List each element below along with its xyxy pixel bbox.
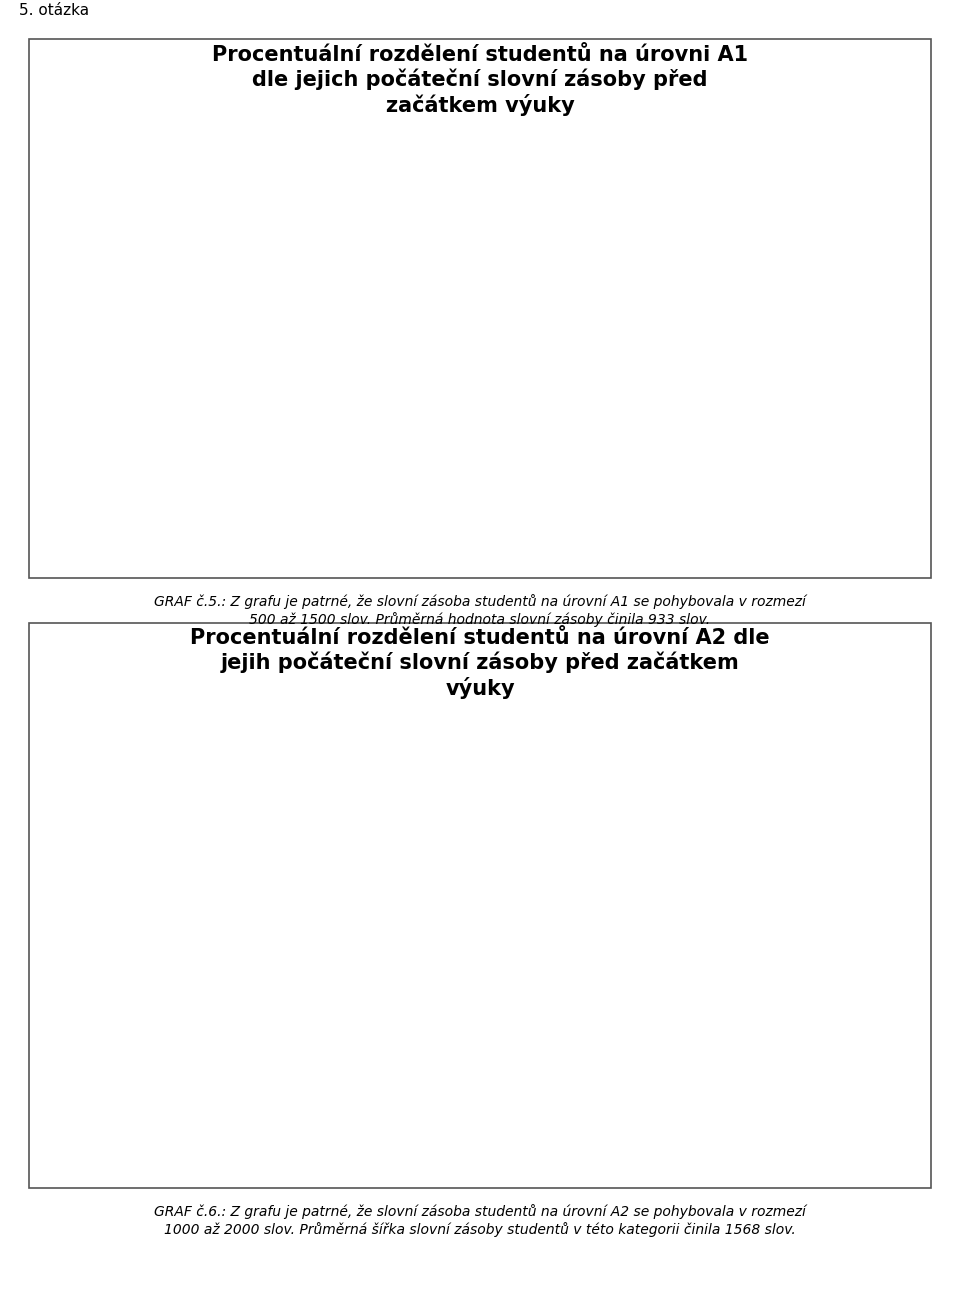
- Text: 6%: 6%: [157, 990, 183, 1006]
- Text: 22%: 22%: [359, 877, 396, 892]
- Text: Procentuální rozdělení studentů na úrovni A1
dle jejich počáteční slovní zásoby : Procentuální rozdělení studentů na úrovn…: [212, 45, 748, 116]
- Wedge shape: [90, 143, 259, 312]
- Text: 17%: 17%: [229, 1029, 266, 1044]
- Wedge shape: [259, 754, 358, 915]
- Text: GRAF č.6.: Z grafu je patrné, že slovní zásoba studentů na úrovní A2 se pohybova: GRAF č.6.: Z grafu je patrné, že slovní …: [154, 1205, 806, 1237]
- Wedge shape: [93, 915, 259, 1006]
- Wedge shape: [90, 312, 259, 393]
- Wedge shape: [160, 915, 331, 1084]
- Wedge shape: [259, 779, 428, 986]
- Text: GRAF č.5.: Z grafu je patrné, že slovní zásoba studentů na úrovní A1 se pohybova: GRAF č.5.: Z grafu je patrné, že slovní …: [154, 594, 806, 627]
- Text: 25%: 25%: [159, 223, 196, 238]
- Text: 17%: 17%: [300, 205, 336, 221]
- Text: 5. otázka: 5. otázka: [19, 3, 89, 18]
- Text: 28%: 28%: [147, 829, 183, 845]
- Wedge shape: [259, 143, 407, 312]
- Wedge shape: [169, 312, 402, 480]
- Text: 8%: 8%: [135, 332, 161, 348]
- Wedge shape: [116, 915, 259, 1051]
- Wedge shape: [259, 230, 428, 402]
- Wedge shape: [111, 312, 259, 454]
- Text: Procentuální rozdělení studentů na úrovní A2 dle
jejih počáteční slovní zásoby p: Procentuální rozdělení studentů na úrovn…: [190, 628, 770, 698]
- Wedge shape: [259, 746, 311, 915]
- Text: 5%: 5%: [301, 800, 327, 814]
- Text: 11%: 11%: [327, 993, 363, 1009]
- Wedge shape: [90, 746, 259, 946]
- Text: 5%: 5%: [265, 788, 291, 802]
- Wedge shape: [259, 915, 412, 1068]
- Text: 17%: 17%: [356, 308, 393, 323]
- Text: 6%: 6%: [133, 953, 159, 967]
- Text: 25%: 25%: [266, 417, 302, 431]
- Legend: 500 slov, 700 slov, 800 slov, 900 slov, 1100 slov, 1500 slov: 500 slov, 700 slov, 800 slov, 900 slov, …: [564, 215, 697, 408]
- Text: 8%: 8%: [162, 383, 188, 397]
- Legend: 1000 slov, 1200 slov, 1300 slov, 1400 slov, 1500 slov, 1800 slov, 1900 slov, 200: 1000 slov, 1200 slov, 1300 slov, 1400 sl…: [525, 862, 768, 981]
